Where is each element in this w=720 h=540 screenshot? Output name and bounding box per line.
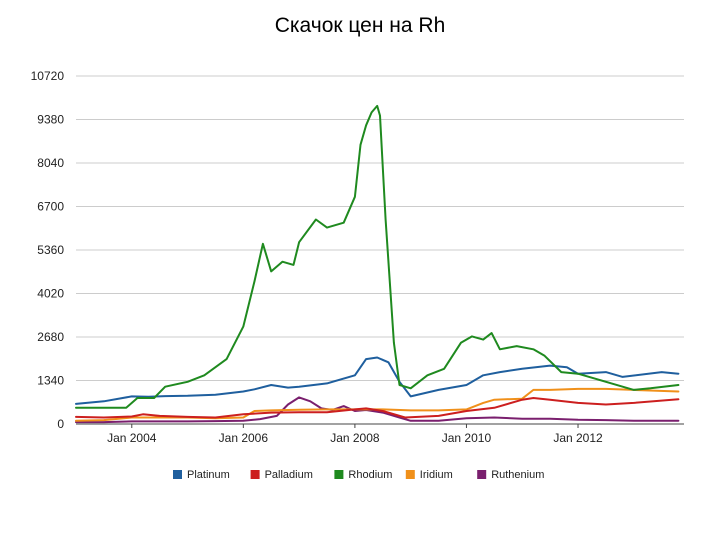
y-tick-label: 5360: [37, 243, 64, 257]
y-tick-label: 8040: [37, 156, 64, 170]
y-tick-label: 4020: [37, 287, 64, 301]
legend-label: Ruthenium: [491, 469, 544, 481]
legend-label: Iridium: [420, 469, 453, 481]
x-tick-label: Jan 2004: [107, 431, 157, 445]
y-tick-label: 6700: [37, 200, 64, 214]
legend-label: Palladium: [265, 469, 313, 481]
x-tick-label: Jan 2006: [219, 431, 269, 445]
chart-title: Скачок цен на Rh: [274, 14, 446, 37]
series-line-platinum: [75, 356, 680, 405]
legend-item-platinum[interactable]: Platinum: [173, 469, 230, 481]
legend-swatch: [405, 470, 415, 479]
legend-swatch: [173, 470, 182, 479]
legend-swatch: [250, 470, 260, 479]
y-axis-tick-labels: 0 1340 2680 4020 5360 6700 8040 9380 10720: [31, 69, 65, 431]
legend-label: Rhodium: [348, 469, 392, 481]
series-line-ruthenium: [75, 396, 680, 424]
legend-swatch: [334, 470, 344, 479]
legend-item-rhodium[interactable]: Rhodium: [334, 469, 392, 481]
y-tick-label: 10720: [31, 69, 65, 83]
series-line-rhodium: [75, 104, 680, 409]
series-line-palladium: [75, 397, 680, 419]
x-tick-label: Jan 2008: [330, 431, 380, 445]
y-tick-label: 0: [57, 417, 64, 431]
x-tick-label: Jan 2012: [553, 431, 603, 445]
legend-item-iridium[interactable]: Iridium: [405, 469, 453, 481]
legend-label: Platinum: [187, 469, 230, 481]
x-tick-label: Jan 2010: [442, 431, 492, 445]
y-tick-label: 1340: [37, 374, 64, 388]
legend-swatch: [477, 470, 487, 479]
legend: Platinum Palladium Rhodium Iridium Ruthenium: [173, 469, 544, 481]
y-tick-label: 9380: [37, 113, 64, 127]
gridlines: [76, 75, 684, 425]
x-axis-tick-labels: Jan 2004 Jan 2006 Jan 2008 Jan 2010 Jan 2012: [107, 424, 603, 445]
legend-item-palladium[interactable]: Palladium: [250, 469, 313, 481]
legend-item-ruthenium[interactable]: Ruthenium: [477, 469, 544, 481]
series-lines: [75, 104, 680, 424]
y-tick-label: 2680: [37, 330, 64, 344]
